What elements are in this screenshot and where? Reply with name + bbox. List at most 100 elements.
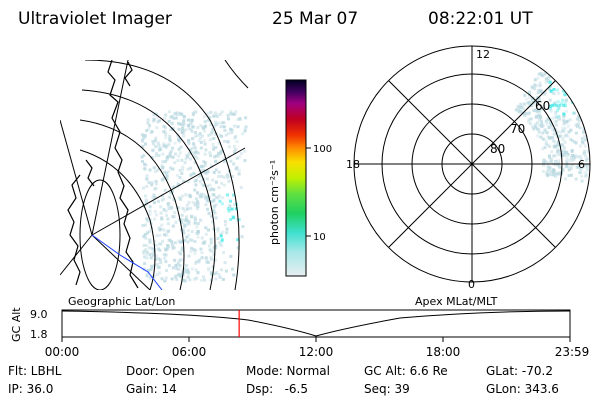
emission-pixel [234,207,238,211]
emission-pixel [200,279,203,282]
coastline [124,61,133,87]
meridian [91,60,129,236]
emission-pixel [569,128,573,132]
emission-pixel [156,115,160,119]
seq-status: Seq: 39 [364,382,410,396]
emission-pixel [579,157,583,161]
emission-pixel [546,116,550,120]
emission-pixel [531,86,535,90]
time-label: 08:22:01 UT [428,9,533,29]
emission-pixel [230,175,234,178]
emission-pixel [231,112,235,116]
emission-pixel [193,146,197,150]
emission-pixel [154,243,158,247]
emission-pixel [210,187,214,191]
emission-pixel [232,124,236,128]
emission-pixel [160,198,164,202]
emission-pixel [165,177,169,181]
emission-pixel [522,102,526,106]
emission-pixel [572,155,576,159]
emission-pixel [160,178,164,182]
emission-pixel [158,248,162,252]
emission-pixel [199,140,203,144]
emission-pixel [236,238,240,242]
emission-pixel [192,248,196,252]
emission-pixel [167,207,171,211]
emission-pixel [178,252,182,256]
emission-pixel [190,119,194,122]
emission-pixel [158,119,161,123]
emission-pixel [140,155,144,159]
emission-pixel [154,257,158,261]
emission-pixel [142,249,146,253]
emission-pixel [232,162,236,166]
emission-pixel [193,188,197,192]
emission-pixel [223,261,227,265]
emission-pixel [579,155,583,158]
emission-pixel [185,215,188,219]
emission-pixel [243,149,247,153]
emission-pixel [221,230,225,234]
altitude-timeline[interactable] [61,309,571,342]
emission-pixel [214,216,218,220]
emission-pixel [562,135,566,138]
emission-pixel [542,158,546,162]
emission-pixel [199,218,203,222]
coastline [85,159,95,187]
emission-pixel [591,177,594,180]
emission-pixel [577,108,581,112]
emission-pixel [557,170,561,174]
emission-pixel [536,99,539,103]
emission-pixel [193,261,197,265]
emission-pixel [165,158,169,161]
meridian [91,234,151,290]
emission-pixel [191,150,195,154]
emission-pixel [174,275,177,279]
emission-pixel [566,119,570,123]
emission-pixel [142,186,145,190]
emission-pixel [173,152,177,156]
emission-pixel [556,140,560,144]
emission-pixel [541,131,545,135]
emission-pixel [552,154,555,158]
emission-pixel [571,158,574,162]
emission-pixel [187,118,191,122]
emission-pixel [552,92,556,96]
emission-pixel [582,152,586,156]
emission-pixel [174,116,178,120]
emission-pixel [543,146,547,150]
emission-pixel [203,163,207,167]
emission-pixel [212,209,216,213]
emission-pixel [537,115,541,119]
emission-pixel [204,171,208,175]
emission-pixel [232,193,235,197]
emission-pixel [220,134,223,138]
emission-pixel [536,91,540,95]
emission-pixel [529,117,533,121]
emission-pixel [184,270,188,274]
emission-pixel [568,118,572,122]
emission-pixel [229,218,233,221]
emission-pixel [145,201,148,205]
emission-pixel [535,95,539,99]
emission-pixel [189,127,193,131]
emission-pixel [180,213,184,217]
emission-pixel [236,246,240,250]
emission-pixel [238,117,242,120]
emission-pixel [194,232,198,236]
emission-pixel [169,166,172,170]
emission-pixel [231,267,234,271]
emission-pixel [549,170,553,174]
emission-pixel [546,143,550,147]
emission-pixel [196,191,199,195]
emission-pixel [168,195,172,199]
emission-pixel [162,142,165,146]
emission-pixel [239,152,243,155]
emission-pixel [166,217,170,221]
emission-pixel [214,111,217,115]
emission-pixel [186,154,190,158]
colorbar [285,79,307,277]
emission-pixel [159,261,163,265]
emission-pixel [158,146,162,150]
emission-pixel [547,126,551,130]
